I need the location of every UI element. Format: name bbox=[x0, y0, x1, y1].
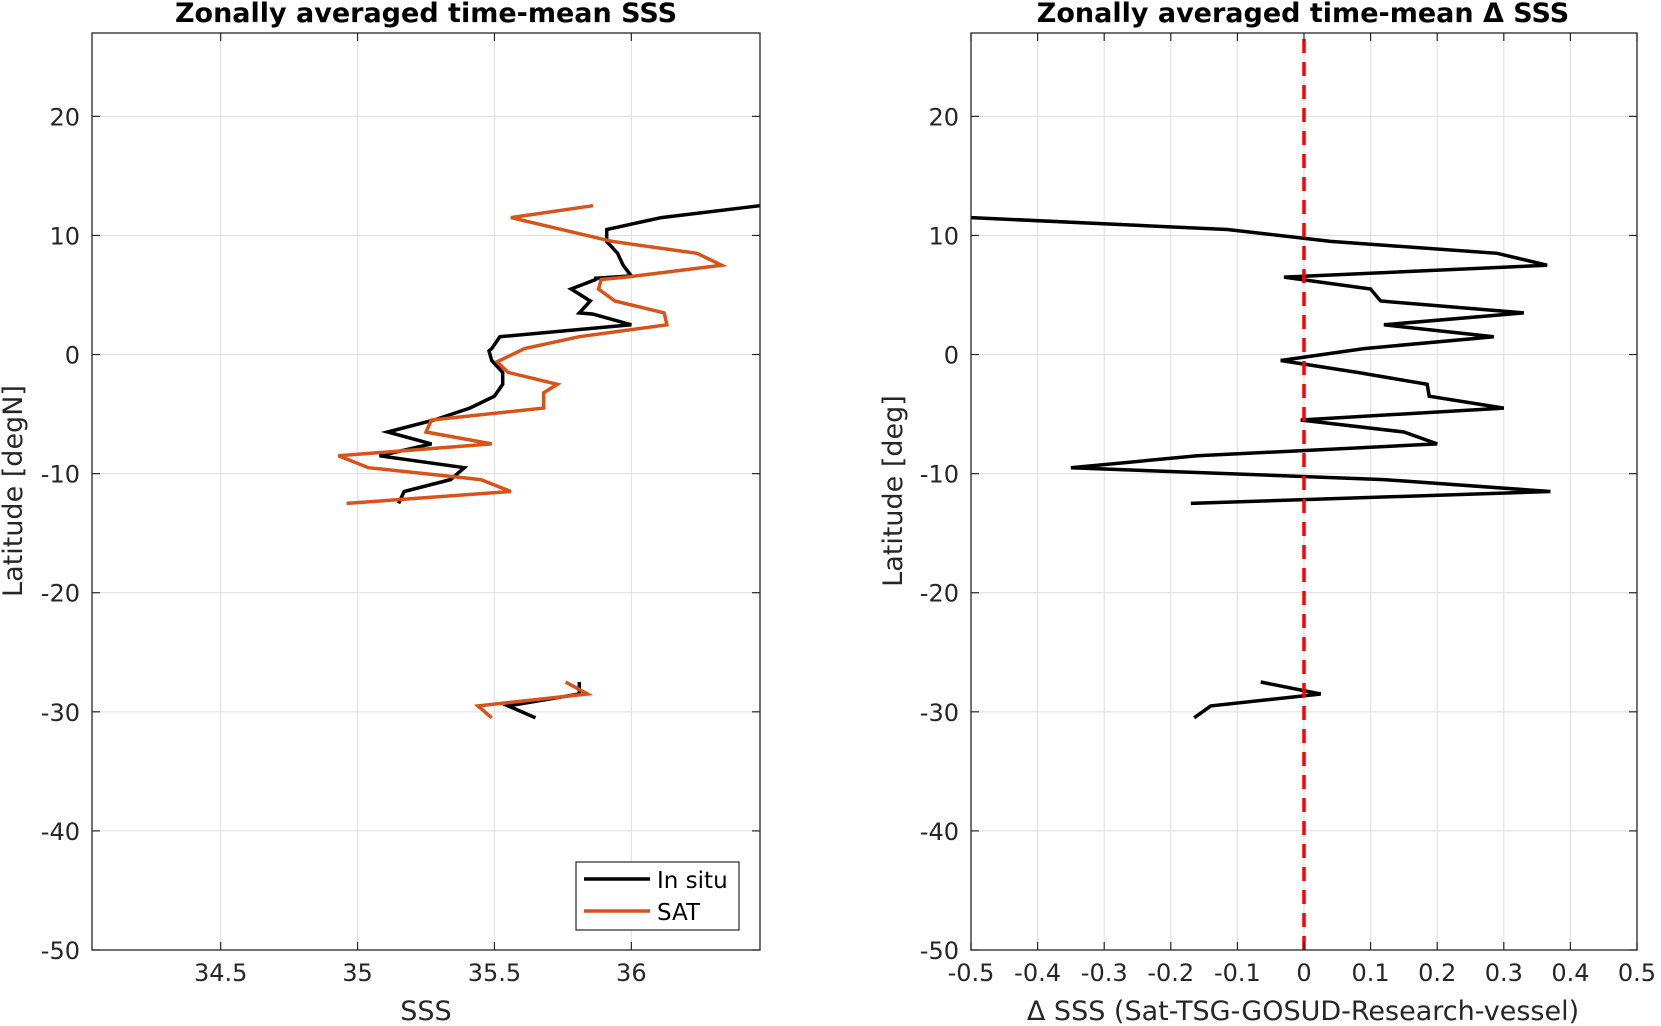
legend-label-insitu: In situ bbox=[657, 868, 728, 894]
sss-panel: 34.5 35 35.5 36 -50 -40 -30 -20 -10 0 10 20 Zonally… bbox=[0, 0, 761, 1026]
delta-y-tick-label: -30 bbox=[920, 699, 959, 727]
sss-y-tick-label: -10 bbox=[41, 461, 80, 489]
delta-y-tick-label: 0 bbox=[944, 342, 959, 370]
delta-y-tick-label: -10 bbox=[920, 461, 959, 489]
delta-x-tick-label: -0.1 bbox=[1214, 959, 1261, 987]
sss-axes-frame bbox=[91, 32, 761, 951]
delta-y-tick-label: -50 bbox=[920, 937, 959, 965]
sss-y-tick-label: -20 bbox=[41, 580, 80, 608]
delta-ticks: -0.5 -0.4 -0.3 -0.2 -0.1 0 0.1 0.2 0.3 0.4 0.5 -50 -… bbox=[920, 33, 1656, 987]
sss-y-label: Latitude [degN] bbox=[0, 385, 29, 597]
delta-x-tick-label: -0.2 bbox=[1147, 959, 1194, 987]
delta-title: Zonally averaged time-mean Δ SSS bbox=[1037, 0, 1569, 29]
delta-x-tick-label: -0.3 bbox=[1081, 959, 1128, 987]
sss-y-tick-label: 20 bbox=[49, 103, 80, 131]
sss-title: Zonally averaged time-mean SSS bbox=[175, 0, 677, 29]
legend: In situ SAT bbox=[575, 861, 740, 931]
sss-y-tick-label: 0 bbox=[65, 342, 80, 370]
sss-ticks: 34.5 35 35.5 36 -50 -40 -30 -20 -10 0 10 20 bbox=[41, 33, 760, 987]
delta-y-tick-label: -40 bbox=[920, 818, 959, 846]
delta-y-tick-label: 20 bbox=[928, 103, 959, 131]
delta-sss-panel: -0.5 -0.4 -0.3 -0.2 -0.1 0 0.1 0.2 0.3 0.4 0.5 -50 -… bbox=[878, 0, 1656, 1026]
sss-series-0-segment-0 bbox=[379, 203, 761, 505]
delta-y-label: Latitude [deg] bbox=[878, 395, 909, 587]
sss-series-1-segment-0 bbox=[337, 203, 728, 506]
delta-x-tick-label: 0.1 bbox=[1352, 959, 1390, 987]
sss-y-tick-label: 10 bbox=[49, 222, 80, 250]
sss-x-tick-label: 35 bbox=[342, 959, 373, 987]
sss-x-tick-label: 35.5 bbox=[468, 959, 521, 987]
delta-series-0-segment-1 bbox=[1193, 680, 1322, 720]
delta-x-tick-label: 0.2 bbox=[1418, 959, 1456, 987]
delta-y-tick-label: 10 bbox=[928, 222, 959, 250]
legend-box bbox=[575, 861, 740, 931]
sss-grid bbox=[92, 33, 760, 950]
delta-x-tick-label: -0.5 bbox=[948, 959, 995, 987]
sss-lines bbox=[337, 203, 761, 720]
delta-x-tick-label: 0 bbox=[1296, 959, 1311, 987]
sss-series-1-segment-1 bbox=[473, 680, 594, 720]
delta-x-label: Δ SSS (Sat-TSG-GOSUD-Research-vessel) bbox=[1027, 996, 1579, 1026]
sss-y-tick-label: -50 bbox=[41, 937, 80, 965]
sss-x-tick-label: 34.5 bbox=[194, 959, 247, 987]
legend-label-sat: SAT bbox=[657, 900, 701, 926]
sss-x-label: SSS bbox=[400, 996, 451, 1026]
delta-x-tick-label: 0.3 bbox=[1485, 959, 1523, 987]
sss-x-tick-label: 36 bbox=[616, 959, 647, 987]
delta-x-tick-label: 0.5 bbox=[1618, 959, 1656, 987]
sss-y-tick-label: -40 bbox=[41, 818, 80, 846]
delta-x-tick-label: 0.4 bbox=[1551, 959, 1589, 987]
delta-x-tick-label: -0.4 bbox=[1014, 959, 1061, 987]
delta-series-0-segment-0 bbox=[970, 215, 1551, 506]
delta-y-tick-label: -20 bbox=[920, 580, 959, 608]
sss-y-tick-label: -30 bbox=[41, 699, 80, 727]
delta-lines bbox=[970, 39, 1551, 950]
